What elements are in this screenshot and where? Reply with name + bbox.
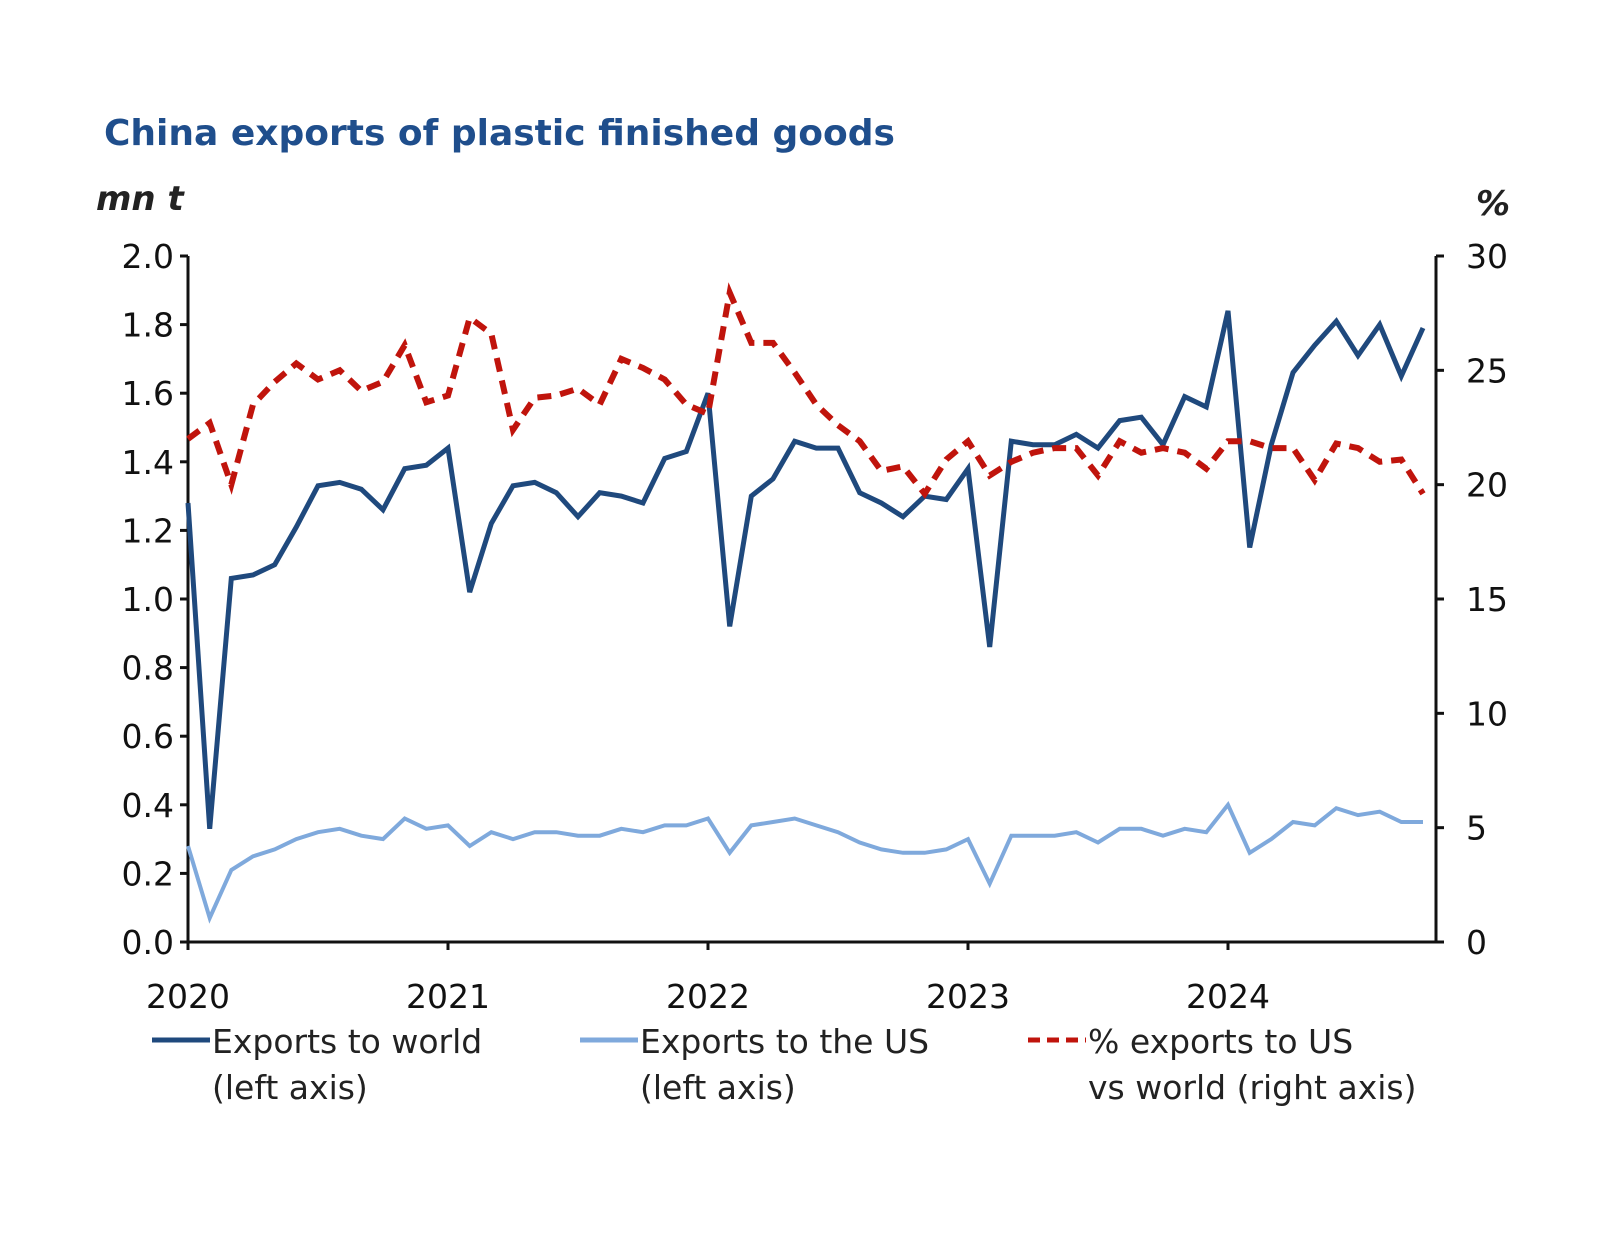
legend-label-line2-world: (left axis) (212, 1068, 368, 1107)
left-tick-label: 0.6 (122, 717, 174, 756)
left-tick-label: 1.2 (122, 511, 174, 550)
legend-label-world: Exports to world (212, 1022, 482, 1061)
left-tick-label: 1.8 (122, 306, 174, 345)
series-line-pct (186, 282, 1426, 499)
right-tick-label: 20 (1466, 466, 1508, 505)
left-tick-label: 0.0 (122, 923, 174, 962)
left-tick-label: 0.8 (122, 649, 174, 688)
right-tick-label: 30 (1466, 237, 1508, 276)
left-tick-label: 0.4 (122, 786, 174, 825)
x-tick-label: 2022 (666, 977, 750, 1016)
left-tick-label: 1.4 (122, 443, 174, 482)
x-tick-label: 2020 (146, 977, 230, 1016)
x-tick-label: 2023 (926, 977, 1010, 1016)
right-tick-label: 0 (1466, 923, 1487, 962)
left-tick-label: 2.0 (122, 237, 174, 276)
legend-label-pct: % exports to US (1088, 1022, 1353, 1061)
series-line-us (186, 800, 1423, 924)
right-tick-label: 5 (1466, 809, 1487, 848)
left-axis-unit: mn t (96, 179, 185, 219)
series-line-world (185, 310, 1426, 830)
left-tick-label: 0.2 (122, 854, 174, 893)
left-tick-label: 1.6 (122, 374, 174, 413)
x-tick-label: 2024 (1186, 977, 1270, 1016)
left-tick-label: 1.0 (122, 580, 174, 619)
right-tick-label: 25 (1466, 351, 1508, 390)
right-axis-unit: % (1476, 184, 1510, 224)
legend-label-us: Exports to the US (640, 1022, 929, 1061)
legend-label-line2-us: (left axis) (640, 1068, 796, 1107)
legend-label-line2-pct: vs world (right axis) (1088, 1068, 1416, 1107)
x-tick-label: 2021 (406, 977, 490, 1016)
right-tick-label: 15 (1466, 580, 1508, 619)
right-tick-label: 10 (1466, 694, 1508, 733)
chart-title: China exports of plastic finished goods (104, 113, 895, 154)
